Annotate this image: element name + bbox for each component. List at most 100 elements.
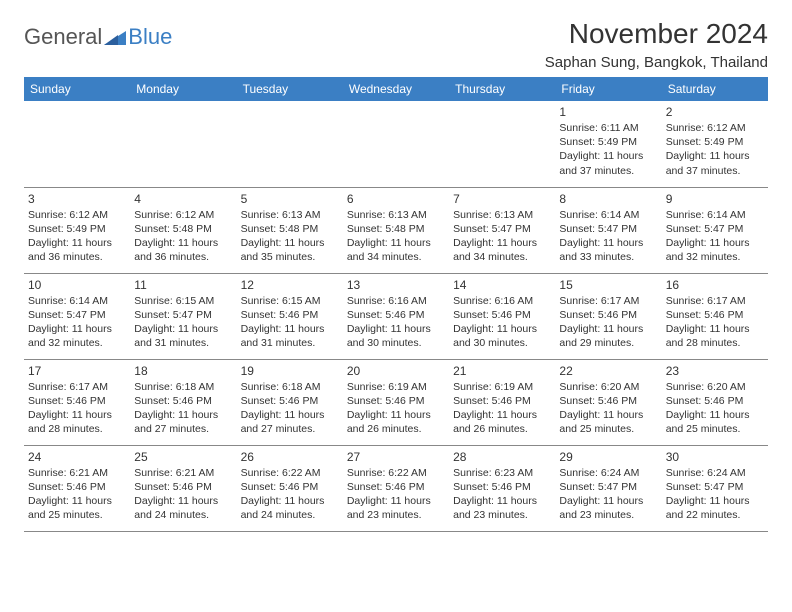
day-number: 5 bbox=[241, 190, 339, 208]
day-info: Sunrise: 6:20 AMSunset: 5:46 PMDaylight:… bbox=[559, 380, 657, 437]
sunrise-line: Sunrise: 6:24 AM bbox=[559, 466, 657, 480]
day-info: Sunrise: 6:23 AMSunset: 5:46 PMDaylight:… bbox=[453, 466, 551, 523]
week-row: 1Sunrise: 6:11 AMSunset: 5:49 PMDaylight… bbox=[24, 101, 768, 187]
day-info: Sunrise: 6:22 AMSunset: 5:46 PMDaylight:… bbox=[347, 466, 445, 523]
day-cell: 28Sunrise: 6:23 AMSunset: 5:46 PMDayligh… bbox=[449, 445, 555, 531]
sunrise-line: Sunrise: 6:20 AM bbox=[559, 380, 657, 394]
day-cell: 22Sunrise: 6:20 AMSunset: 5:46 PMDayligh… bbox=[555, 359, 661, 445]
sunset-line: Sunset: 5:49 PM bbox=[559, 135, 657, 149]
day-cell: 3Sunrise: 6:12 AMSunset: 5:49 PMDaylight… bbox=[24, 187, 130, 273]
daylight-line: Daylight: 11 hours and 23 minutes. bbox=[559, 494, 657, 522]
day-cell: 5Sunrise: 6:13 AMSunset: 5:48 PMDaylight… bbox=[237, 187, 343, 273]
sunset-line: Sunset: 5:46 PM bbox=[666, 308, 764, 322]
daylight-line: Daylight: 11 hours and 37 minutes. bbox=[666, 149, 764, 177]
day-number: 12 bbox=[241, 276, 339, 294]
sunset-line: Sunset: 5:46 PM bbox=[28, 480, 126, 494]
day-info: Sunrise: 6:18 AMSunset: 5:46 PMDaylight:… bbox=[241, 380, 339, 437]
sunset-line: Sunset: 5:46 PM bbox=[453, 480, 551, 494]
day-number: 7 bbox=[453, 190, 551, 208]
daylight-line: Daylight: 11 hours and 34 minutes. bbox=[453, 236, 551, 264]
daylight-line: Daylight: 11 hours and 28 minutes. bbox=[28, 408, 126, 436]
sunrise-line: Sunrise: 6:21 AM bbox=[28, 466, 126, 480]
day-number: 25 bbox=[134, 448, 232, 466]
sunset-line: Sunset: 5:46 PM bbox=[559, 394, 657, 408]
logo-text-blue: Blue bbox=[128, 24, 172, 50]
day-info: Sunrise: 6:21 AMSunset: 5:46 PMDaylight:… bbox=[134, 466, 232, 523]
day-cell: 12Sunrise: 6:15 AMSunset: 5:46 PMDayligh… bbox=[237, 273, 343, 359]
title-area: November 2024 Saphan Sung, Bangkok, Thai… bbox=[545, 18, 768, 71]
day-cell: 24Sunrise: 6:21 AMSunset: 5:46 PMDayligh… bbox=[24, 445, 130, 531]
day-number: 16 bbox=[666, 276, 764, 294]
sunrise-line: Sunrise: 6:16 AM bbox=[453, 294, 551, 308]
day-info: Sunrise: 6:14 AMSunset: 5:47 PMDaylight:… bbox=[559, 208, 657, 265]
day-cell: 27Sunrise: 6:22 AMSunset: 5:46 PMDayligh… bbox=[343, 445, 449, 531]
logo-triangle-icon bbox=[104, 29, 126, 45]
daylight-line: Daylight: 11 hours and 30 minutes. bbox=[453, 322, 551, 350]
daylight-line: Daylight: 11 hours and 32 minutes. bbox=[28, 322, 126, 350]
day-cell: 8Sunrise: 6:14 AMSunset: 5:47 PMDaylight… bbox=[555, 187, 661, 273]
daylight-line: Daylight: 11 hours and 26 minutes. bbox=[453, 408, 551, 436]
sunset-line: Sunset: 5:46 PM bbox=[559, 308, 657, 322]
day-cell: 10Sunrise: 6:14 AMSunset: 5:47 PMDayligh… bbox=[24, 273, 130, 359]
day-number: 18 bbox=[134, 362, 232, 380]
day-info: Sunrise: 6:11 AMSunset: 5:49 PMDaylight:… bbox=[559, 121, 657, 178]
sunset-line: Sunset: 5:46 PM bbox=[347, 480, 445, 494]
sunrise-line: Sunrise: 6:12 AM bbox=[134, 208, 232, 222]
week-row: 17Sunrise: 6:17 AMSunset: 5:46 PMDayligh… bbox=[24, 359, 768, 445]
sunrise-line: Sunrise: 6:12 AM bbox=[666, 121, 764, 135]
day-cell bbox=[24, 101, 130, 187]
day-info: Sunrise: 6:16 AMSunset: 5:46 PMDaylight:… bbox=[453, 294, 551, 351]
day-info: Sunrise: 6:17 AMSunset: 5:46 PMDaylight:… bbox=[28, 380, 126, 437]
day-cell: 19Sunrise: 6:18 AMSunset: 5:46 PMDayligh… bbox=[237, 359, 343, 445]
daylight-line: Daylight: 11 hours and 31 minutes. bbox=[134, 322, 232, 350]
day-cell: 25Sunrise: 6:21 AMSunset: 5:46 PMDayligh… bbox=[130, 445, 236, 531]
daylight-line: Daylight: 11 hours and 28 minutes. bbox=[666, 322, 764, 350]
sunrise-line: Sunrise: 6:15 AM bbox=[241, 294, 339, 308]
day-number: 17 bbox=[28, 362, 126, 380]
day-number: 13 bbox=[347, 276, 445, 294]
day-cell: 29Sunrise: 6:24 AMSunset: 5:47 PMDayligh… bbox=[555, 445, 661, 531]
daylight-line: Daylight: 11 hours and 24 minutes. bbox=[134, 494, 232, 522]
day-number: 15 bbox=[559, 276, 657, 294]
daylight-line: Daylight: 11 hours and 29 minutes. bbox=[559, 322, 657, 350]
day-cell: 11Sunrise: 6:15 AMSunset: 5:47 PMDayligh… bbox=[130, 273, 236, 359]
daylight-line: Daylight: 11 hours and 25 minutes. bbox=[559, 408, 657, 436]
sunset-line: Sunset: 5:48 PM bbox=[347, 222, 445, 236]
daylight-line: Daylight: 11 hours and 23 minutes. bbox=[453, 494, 551, 522]
day-info: Sunrise: 6:15 AMSunset: 5:47 PMDaylight:… bbox=[134, 294, 232, 351]
day-info: Sunrise: 6:24 AMSunset: 5:47 PMDaylight:… bbox=[666, 466, 764, 523]
dow-sunday: Sunday bbox=[24, 77, 130, 101]
sunrise-line: Sunrise: 6:23 AM bbox=[453, 466, 551, 480]
sunset-line: Sunset: 5:46 PM bbox=[453, 394, 551, 408]
dow-tuesday: Tuesday bbox=[237, 77, 343, 101]
sunrise-line: Sunrise: 6:20 AM bbox=[666, 380, 764, 394]
daylight-line: Daylight: 11 hours and 31 minutes. bbox=[241, 322, 339, 350]
day-number: 29 bbox=[559, 448, 657, 466]
day-number: 1 bbox=[559, 103, 657, 121]
day-info: Sunrise: 6:14 AMSunset: 5:47 PMDaylight:… bbox=[28, 294, 126, 351]
day-number: 9 bbox=[666, 190, 764, 208]
sunset-line: Sunset: 5:48 PM bbox=[134, 222, 232, 236]
location-text: Saphan Sung, Bangkok, Thailand bbox=[545, 54, 768, 71]
day-cell: 18Sunrise: 6:18 AMSunset: 5:46 PMDayligh… bbox=[130, 359, 236, 445]
calendar-body: 1Sunrise: 6:11 AMSunset: 5:49 PMDaylight… bbox=[24, 101, 768, 531]
daylight-line: Daylight: 11 hours and 24 minutes. bbox=[241, 494, 339, 522]
day-info: Sunrise: 6:17 AMSunset: 5:46 PMDaylight:… bbox=[666, 294, 764, 351]
calendar-page: General Blue November 2024 Saphan Sung, … bbox=[0, 0, 792, 612]
sunrise-line: Sunrise: 6:18 AM bbox=[134, 380, 232, 394]
daylight-line: Daylight: 11 hours and 25 minutes. bbox=[28, 494, 126, 522]
day-cell bbox=[237, 101, 343, 187]
sunset-line: Sunset: 5:46 PM bbox=[347, 308, 445, 322]
day-info: Sunrise: 6:22 AMSunset: 5:46 PMDaylight:… bbox=[241, 466, 339, 523]
dow-thursday: Thursday bbox=[449, 77, 555, 101]
daylight-line: Daylight: 11 hours and 34 minutes. bbox=[347, 236, 445, 264]
sunset-line: Sunset: 5:46 PM bbox=[241, 308, 339, 322]
sunset-line: Sunset: 5:46 PM bbox=[453, 308, 551, 322]
daylight-line: Daylight: 11 hours and 23 minutes. bbox=[347, 494, 445, 522]
daylight-line: Daylight: 11 hours and 35 minutes. bbox=[241, 236, 339, 264]
sunrise-line: Sunrise: 6:18 AM bbox=[241, 380, 339, 394]
sunrise-line: Sunrise: 6:17 AM bbox=[28, 380, 126, 394]
day-info: Sunrise: 6:13 AMSunset: 5:47 PMDaylight:… bbox=[453, 208, 551, 265]
day-number: 21 bbox=[453, 362, 551, 380]
day-cell bbox=[130, 101, 236, 187]
